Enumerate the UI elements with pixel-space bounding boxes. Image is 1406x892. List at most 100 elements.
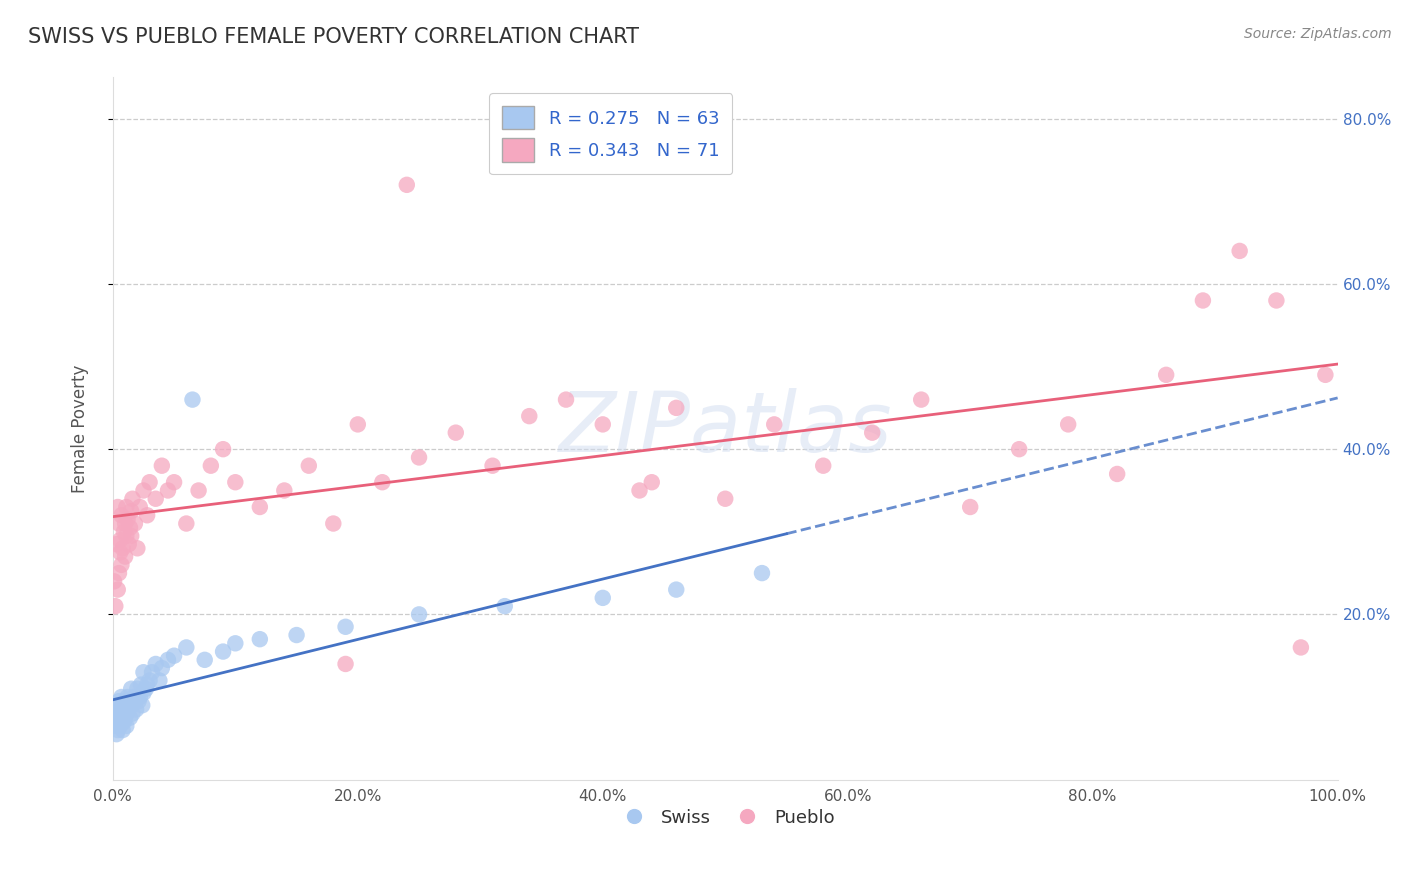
Point (124, 516, 146, 531)
Point (127, 681, 149, 696)
Point (111, 723, 134, 737)
Point (481, 458, 503, 473)
Point (104, 599, 127, 614)
Point (628, 483, 651, 498)
Point (371, 475, 394, 490)
Point (273, 483, 295, 498)
Point (200, 458, 222, 473)
Point (128, 694, 150, 708)
Point (298, 458, 321, 473)
Y-axis label: Female Poverty: Female Poverty (72, 364, 89, 492)
Point (212, 644, 235, 658)
Point (132, 665, 155, 680)
Point (110, 690, 132, 704)
Point (136, 508, 159, 523)
Point (114, 549, 136, 564)
Point (1315, 368, 1337, 382)
Point (346, 417, 368, 432)
Point (128, 500, 150, 514)
Point (108, 719, 131, 733)
Point (117, 698, 139, 713)
Point (110, 711, 132, 725)
Point (135, 681, 157, 696)
Point (118, 537, 141, 551)
Point (125, 702, 148, 716)
Point (104, 714, 127, 729)
Point (150, 661, 173, 675)
Point (103, 719, 125, 733)
Point (120, 698, 142, 713)
Point (285, 628, 308, 642)
Point (555, 392, 578, 407)
Point (122, 690, 145, 704)
Point (121, 491, 143, 506)
Point (163, 475, 186, 490)
Point (115, 706, 138, 721)
Point (212, 442, 235, 457)
Text: ZIPatlas: ZIPatlas (558, 388, 891, 469)
Point (115, 719, 138, 733)
Point (145, 491, 167, 506)
Point (592, 591, 614, 605)
Point (115, 529, 138, 543)
Point (249, 500, 271, 514)
Point (111, 541, 134, 556)
Point (335, 657, 357, 671)
Point (567, 103, 589, 118)
Point (959, 500, 981, 514)
Point (105, 727, 128, 741)
Point (114, 711, 136, 725)
Point (105, 537, 128, 551)
Point (224, 636, 246, 650)
Point (108, 545, 131, 559)
Point (131, 698, 153, 713)
Point (395, 178, 418, 192)
Point (108, 714, 131, 729)
Point (107, 500, 129, 514)
Point (910, 392, 932, 407)
Point (117, 690, 139, 704)
Point (136, 678, 159, 692)
Point (132, 483, 155, 498)
Point (111, 698, 134, 713)
Legend: Swiss, Pueblo: Swiss, Pueblo (609, 801, 842, 834)
Point (117, 512, 139, 526)
Point (444, 425, 467, 440)
Point (1289, 640, 1312, 655)
Point (408, 607, 430, 622)
Point (108, 694, 131, 708)
Point (107, 723, 129, 737)
Point (763, 417, 786, 432)
Point (592, 417, 614, 432)
Point (860, 425, 883, 440)
Point (112, 714, 135, 729)
Point (176, 516, 198, 531)
Point (1107, 467, 1129, 481)
Point (145, 657, 167, 671)
Point (194, 653, 217, 667)
Point (111, 706, 134, 721)
Point (176, 640, 198, 655)
Point (1057, 417, 1080, 432)
Point (132, 686, 155, 700)
Point (224, 475, 246, 490)
Point (751, 566, 773, 580)
Point (665, 401, 688, 415)
Point (108, 533, 131, 547)
Text: SWISS VS PUEBLO FEMALE POVERTY CORRELATION CHART: SWISS VS PUEBLO FEMALE POVERTY CORRELATI… (28, 27, 640, 46)
Point (110, 558, 132, 572)
Point (108, 706, 131, 721)
Point (335, 620, 357, 634)
Point (156, 653, 179, 667)
Point (114, 694, 136, 708)
Point (108, 516, 131, 531)
Point (408, 450, 430, 465)
Point (107, 711, 129, 725)
Point (813, 458, 835, 473)
Point (249, 632, 271, 647)
Point (517, 409, 540, 424)
Point (187, 483, 209, 498)
Point (322, 516, 344, 531)
Point (118, 702, 141, 716)
Point (112, 702, 135, 716)
